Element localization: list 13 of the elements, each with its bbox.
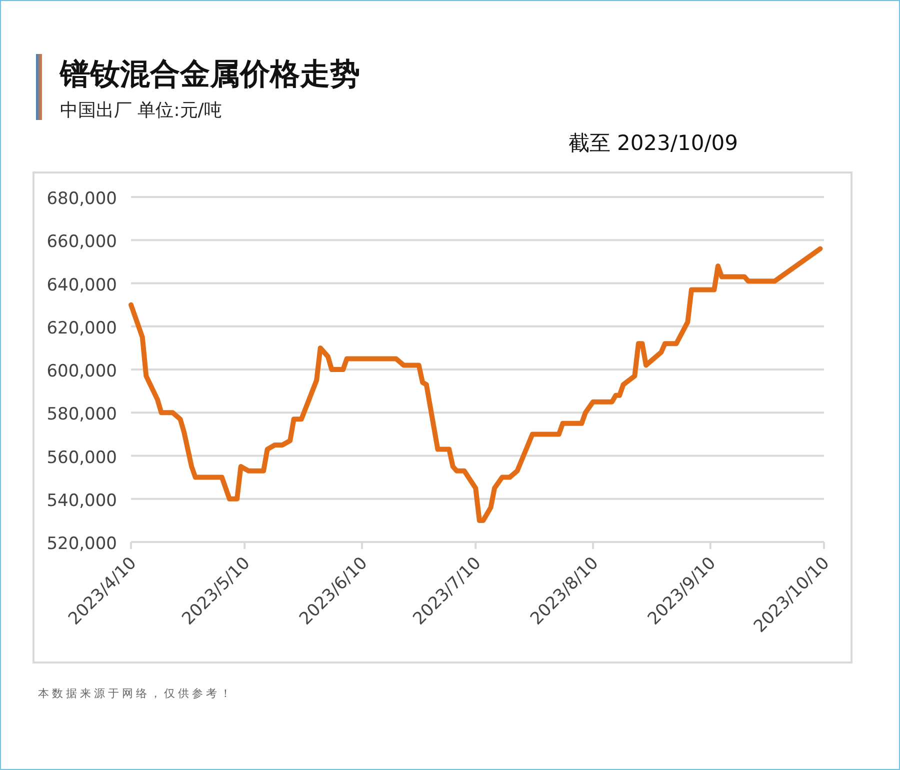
y-tick-label: 560,000 xyxy=(46,448,117,468)
y-tick-label: 620,000 xyxy=(46,318,117,338)
chart-subtitle: 中国出厂 单位:元/吨 xyxy=(60,100,222,121)
y-tick-label: 660,000 xyxy=(46,232,117,252)
text: 本数据来源于网络，仅供参考！ xyxy=(38,687,234,700)
y-tick-label: 540,000 xyxy=(46,490,117,511)
y-tick-label: 580,000 xyxy=(46,404,117,425)
y-tick-label: 520,000 xyxy=(46,534,117,554)
y-tick-label: 680,000 xyxy=(46,189,117,209)
y-tick-label: 640,000 xyxy=(46,275,117,296)
chart-title: 镨钕混合金属价格走势 xyxy=(59,57,360,92)
y-tick-label: 600,000 xyxy=(46,362,117,382)
text: 截至 2023/10/09 xyxy=(568,131,738,155)
